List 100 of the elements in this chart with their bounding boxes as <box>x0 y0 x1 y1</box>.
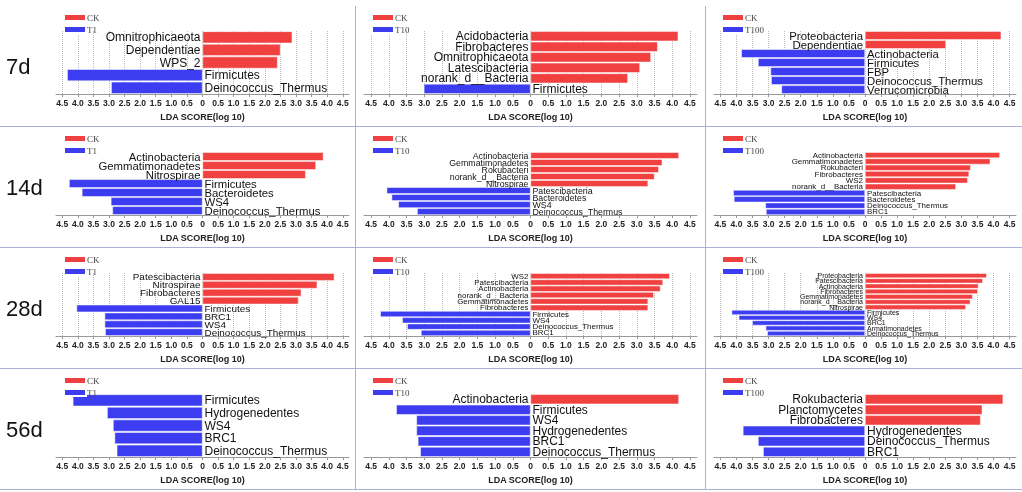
x-tick-label: 0.5 <box>875 460 888 471</box>
x-tick-label: 4.0 <box>730 339 743 350</box>
x-tick-label: 2.5 <box>613 218 626 229</box>
x-tick-label: 2.0 <box>923 97 936 108</box>
x-tick-label: 1.0 <box>165 339 178 350</box>
x-tick-label: 3.0 <box>418 339 431 350</box>
x-tick-label: 4.0 <box>730 97 743 108</box>
x-tick-label: 0.5 <box>542 97 555 108</box>
category-label: norank_d__Bacteria <box>421 71 529 86</box>
legend-label: CK <box>87 375 100 386</box>
x-tick-label: 1.0 <box>826 460 840 471</box>
x-tick-label: 3.0 <box>103 339 116 350</box>
x-tick-label: 2.5 <box>778 97 791 108</box>
x-tick-label: 3.0 <box>762 460 775 471</box>
x-tick-label: 2.0 <box>258 97 272 108</box>
x-axis-title: LDA SCORE(log 10) <box>160 353 245 364</box>
x-tick-label: 3.5 <box>87 218 100 229</box>
x-tick-label: 1.0 <box>227 460 240 471</box>
x-tick-label: 1.5 <box>577 460 590 471</box>
legend-label: CK <box>87 133 100 144</box>
x-tick-label: 3.0 <box>955 460 968 471</box>
x-tick-label: 4.0 <box>382 339 395 350</box>
category-label: Deinococcus_Thermus <box>204 80 328 95</box>
x-tick-label: 3.0 <box>290 339 303 350</box>
category-label: BRC1 <box>867 444 900 459</box>
x-tick-label: 3.5 <box>400 97 413 108</box>
x-tick-label: 4.0 <box>382 218 395 229</box>
x-tick-label: 3.5 <box>400 460 413 471</box>
x-tick-label: 2.0 <box>134 97 147 108</box>
x-axis-title: LDA SCORE(log 10) <box>822 111 908 122</box>
x-tick-label: 4.5 <box>365 339 378 350</box>
x-tick-label: 0.5 <box>875 339 888 350</box>
x-tick-label: 4.5 <box>365 218 378 229</box>
x-tick-label: 2.5 <box>274 460 287 471</box>
x-tick-label: 0.5 <box>542 339 555 350</box>
x-tick-label: 1.0 <box>227 339 240 350</box>
x-tick-label: 2.0 <box>595 460 608 471</box>
x-tick-label: 3.0 <box>103 97 116 108</box>
x-tick-label: 3.5 <box>400 339 413 350</box>
x-tick-label: 2.0 <box>794 97 807 108</box>
x-tick-label: 0.5 <box>212 218 225 229</box>
x-tick-label: 2.0 <box>595 218 608 229</box>
x-tick-label: 4.0 <box>71 460 84 471</box>
x-tick-label: 2.0 <box>258 339 272 350</box>
category-label: Planctomycetes <box>778 402 863 417</box>
x-tick-label: 2.0 <box>134 218 147 229</box>
x-tick-label: 0.5 <box>843 339 856 350</box>
x-tick-label: 3.0 <box>290 218 303 229</box>
category-label: Deinococcus_Thermus <box>532 444 656 459</box>
x-tick-label: 0 <box>862 339 868 350</box>
legend-label: CK <box>745 12 758 23</box>
x-tick-label: 3.5 <box>648 97 661 108</box>
x-tick-label: 0 <box>862 460 868 471</box>
x-tick-label: 1.0 <box>560 218 573 229</box>
x-tick-label: 4.0 <box>666 218 679 229</box>
x-tick-label: 4.0 <box>730 460 743 471</box>
x-tick-label: 2.0 <box>258 218 272 229</box>
x-tick-label: 4.0 <box>987 97 1000 108</box>
x-tick-label: 3.5 <box>971 218 984 229</box>
x-tick-label: 1.0 <box>560 460 573 471</box>
x-tick-label: 3.0 <box>103 218 116 229</box>
x-axis-title: LDA SCORE(log 10) <box>822 232 908 243</box>
x-tick-label: 1.0 <box>489 97 502 108</box>
x-tick-label: 4.5 <box>1003 339 1016 350</box>
x-tick-label: 4.0 <box>987 339 1000 350</box>
x-tick-label: 4.0 <box>987 460 1000 471</box>
legend-label: T100 <box>745 145 765 156</box>
x-tick-label: 0.5 <box>181 339 194 350</box>
x-tick-label: 1.5 <box>471 97 484 108</box>
x-tick-label: 2.0 <box>453 218 466 229</box>
x-tick-label: 3.5 <box>746 97 759 108</box>
x-tick-label: 0 <box>200 97 206 108</box>
category-label: Firmicutes <box>532 81 588 96</box>
category-label: Hydrogenedentes <box>532 423 628 438</box>
category-label: Hydrogenedentes <box>204 405 300 420</box>
x-tick-label: 1.0 <box>227 97 240 108</box>
x-tick-label: 3.0 <box>630 218 643 229</box>
x-tick-label: 2.5 <box>939 218 952 229</box>
category-label: Hydrogenedentes <box>867 423 962 438</box>
x-tick-label: 2.5 <box>118 218 131 229</box>
x-tick-label: 3.5 <box>648 218 661 229</box>
category-label: Omnitrophicaeota <box>105 30 201 45</box>
x-tick-label: 4.5 <box>336 218 349 229</box>
x-tick-label: 0.5 <box>181 460 194 471</box>
x-tick-label: 0.5 <box>506 97 519 108</box>
category-label: Actinobacteria <box>452 392 529 407</box>
x-tick-label: 3.5 <box>305 218 318 229</box>
x-tick-label: 2.0 <box>923 218 936 229</box>
x-tick-label: 0 <box>528 97 534 108</box>
x-tick-label: 2.5 <box>778 218 791 229</box>
x-axis-title: LDA SCORE(log 10) <box>160 232 245 243</box>
x-tick-label: 1.5 <box>471 339 484 350</box>
x-tick-label: 2.0 <box>595 339 608 350</box>
x-tick-label: 2.5 <box>939 460 952 471</box>
x-tick-label: 0.5 <box>181 218 194 229</box>
x-tick-label: 3.5 <box>648 339 661 350</box>
x-tick-label: 2.5 <box>613 460 626 471</box>
x-tick-label: 3.5 <box>971 97 984 108</box>
x-tick-label: 0.5 <box>875 218 888 229</box>
x-tick-label: 3.5 <box>87 97 100 108</box>
